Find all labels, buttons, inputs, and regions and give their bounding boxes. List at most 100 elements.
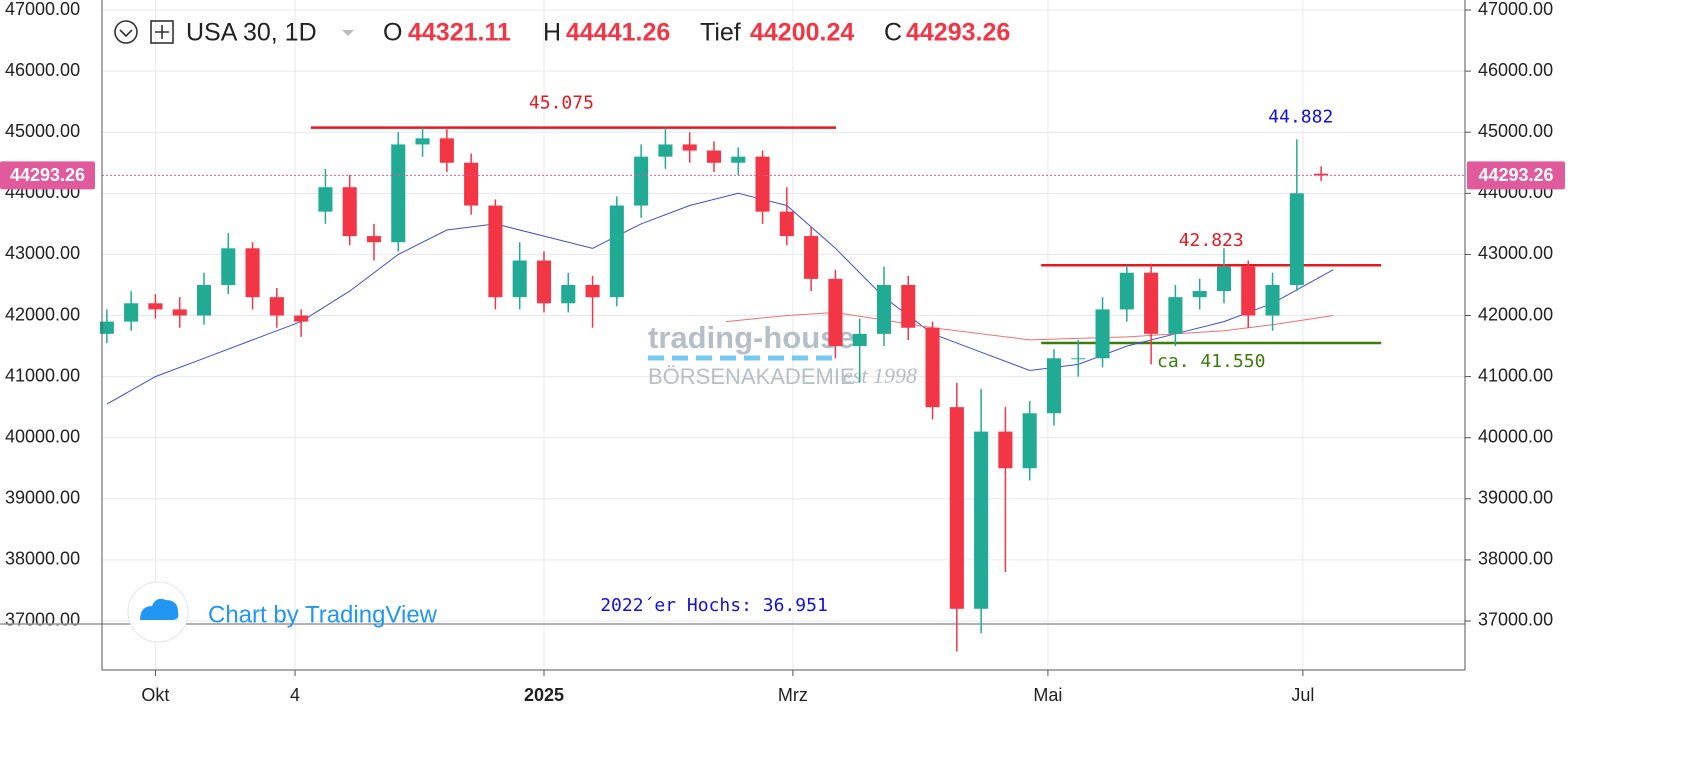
y-tick-label: 37000.00: [1478, 610, 1553, 630]
candle-body: [391, 144, 406, 243]
header: USA 30, 1D O 44321.11 H 44441.26 Tief 44…: [114, 19, 1010, 47]
candle-body: [755, 156, 770, 212]
watermark-brand: trading-house: [648, 320, 855, 355]
candle-body: [658, 144, 673, 157]
open-value: 44321.11: [408, 19, 511, 47]
x-tick-label: Okt: [141, 685, 169, 705]
symbol[interactable]: USA 30, 1D: [186, 19, 317, 47]
level-label: 42.823: [1179, 230, 1244, 251]
credit[interactable]: Chart by TradingView: [127, 581, 438, 643]
candle-body: [439, 138, 454, 163]
candle-body: [561, 284, 576, 304]
candle-body: [536, 260, 552, 304]
candle-body: [1241, 266, 1256, 316]
candle-body: [318, 187, 333, 212]
candle-body: [828, 278, 843, 347]
level-label: 45.075: [529, 93, 594, 114]
y-tick-label: 40000.00: [1478, 426, 1553, 446]
price-badge: [1467, 161, 1565, 190]
x-tick-label: Jul: [1291, 685, 1314, 705]
candle-body: [1216, 266, 1232, 292]
candle-body: [124, 303, 139, 322]
y-tick-label: 38000.00: [5, 549, 80, 569]
watermark-sub: BÖRSENAKADEMIE: [648, 364, 855, 389]
candle-body: [172, 309, 187, 316]
y-tick-label: 43000.00: [1478, 243, 1553, 263]
candle-body: [634, 156, 649, 206]
candle-body: [998, 431, 1013, 469]
compare-plus: [155, 25, 169, 39]
candle-body: [415, 138, 430, 145]
plot: 45.075 42.823 ca. 41.550 2022´er Hochs: 36.…: [0, 93, 1565, 652]
candle-body: [1022, 413, 1037, 469]
candle-body: [682, 144, 697, 151]
candle-body: [148, 303, 163, 310]
candle-body: [1095, 309, 1110, 359]
candle-body: [901, 284, 916, 328]
y-tick-label: 46000.00: [5, 60, 80, 80]
credit-text[interactable]: Chart by TradingView: [208, 601, 438, 628]
watermark: trading-house BÖRSENAKADEMIE est 1998: [648, 320, 917, 389]
y-tick-label: 41000.00: [1478, 365, 1553, 385]
grid: 37000.00 37000.00 38000.00 38000.00 39000.00…: [5, 0, 1553, 705]
candle-body: [852, 333, 867, 347]
collapse-icon[interactable]: [114, 20, 138, 44]
credit-logo: [140, 598, 179, 620]
moving-average: [726, 311, 1334, 341]
symbol-dropdown[interactable]: [342, 30, 354, 36]
candle-body: [1265, 284, 1280, 316]
candle-body: [1289, 193, 1304, 285]
y-tick-label: 39000.00: [5, 488, 80, 508]
y-tick-label: 41000.00: [5, 365, 80, 385]
price-badge: [0, 161, 95, 190]
open-label: O: [383, 19, 402, 47]
candle-body: [925, 327, 940, 408]
axes: [101, 0, 1466, 671]
compare-icon[interactable]: [150, 20, 174, 44]
candle-body: [1314, 173, 1329, 176]
collapse-chevron: [119, 29, 133, 38]
y-tick-label: 45000.00: [1478, 121, 1553, 141]
y-tick-label: 43000.00: [5, 243, 80, 263]
level-label: ca. 41.550: [1157, 351, 1265, 372]
candle-body: [1168, 297, 1183, 334]
candle-body: [366, 236, 382, 243]
high-label: H: [543, 19, 561, 47]
candle-body: [464, 162, 479, 206]
candle-body: [609, 205, 624, 298]
peak-label: 44.882: [1268, 106, 1333, 127]
candle-body: [1119, 272, 1134, 310]
close-value: 44293.26: [906, 19, 1010, 47]
watermark-est: est 1998: [843, 363, 917, 388]
candle-body: [221, 248, 236, 285]
candle-body: [196, 284, 212, 316]
high-value: 44441.26: [566, 19, 670, 47]
candle-body: [1144, 272, 1159, 334]
candle-body: [1071, 358, 1086, 360]
candle-body: [488, 205, 503, 298]
candle-body: [512, 260, 527, 298]
candle-body: [585, 284, 600, 298]
x-tick-label: Mrz: [778, 685, 808, 705]
candle-body: [804, 236, 819, 279]
y-tick-label: 37000.00: [5, 610, 80, 630]
x-tick-label: 2025: [524, 685, 564, 705]
candle-body: [99, 321, 114, 334]
close-label: C: [884, 19, 902, 47]
level-label: 2022´er Hochs: 36.951: [600, 595, 828, 616]
y-tick-label: 47000.00: [5, 0, 80, 19]
low-value: 44200.24: [750, 19, 854, 47]
candle-body: [342, 187, 357, 237]
candle-body: [1192, 291, 1207, 298]
x-tick-label: 4: [290, 685, 300, 705]
low-label: Tief: [700, 19, 741, 47]
moving-average: [106, 192, 1334, 405]
candle-body: [779, 211, 794, 237]
y-tick-label: 46000.00: [1478, 60, 1553, 80]
candle-body: [245, 248, 260, 298]
candle-body: [294, 315, 309, 322]
price-badge-label: 44293.26: [10, 165, 85, 185]
candle-body: [876, 284, 892, 334]
candle-body: [949, 407, 964, 609]
